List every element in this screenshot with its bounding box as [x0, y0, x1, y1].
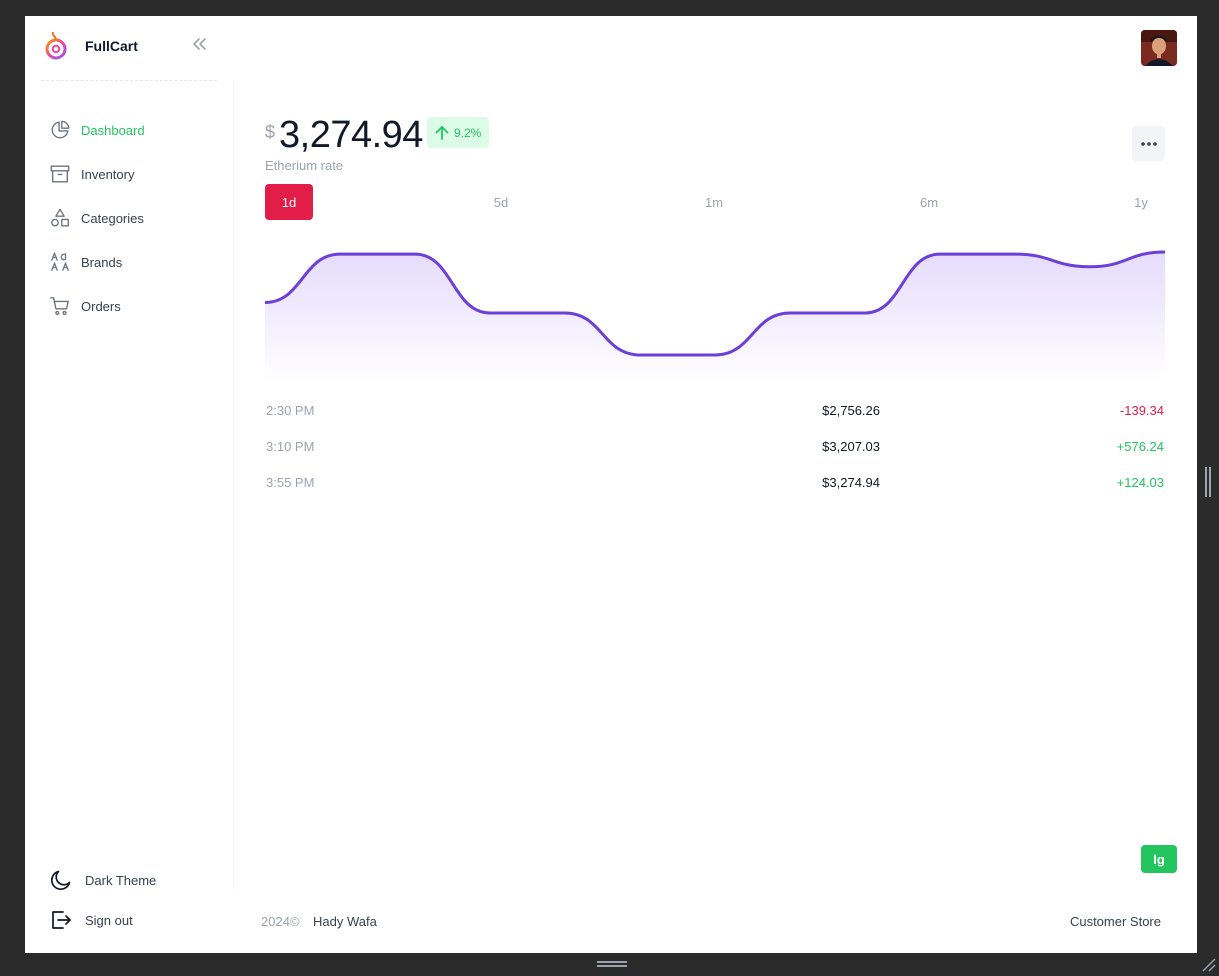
resize-handle-bottom[interactable]	[597, 961, 627, 967]
app-window: FullCart Dashboard	[25, 16, 1197, 953]
sidebar: FullCart Dashboard	[25, 16, 235, 953]
price-summary: $ 3,274.94 9.2%	[265, 114, 490, 156]
dark-theme-label: Dark Theme	[85, 872, 157, 888]
chevron-double-left-icon	[193, 38, 206, 50]
chart-series-line	[265, 250, 1165, 357]
sidebar-item-categories[interactable]: Categories	[49, 196, 219, 240]
table-row: 3:10 PM $3,207.03 +576.24	[265, 428, 1165, 464]
sidebar-nav: Dashboard Inventory Categories	[49, 108, 219, 328]
currency-symbol: $	[265, 122, 276, 142]
sidebar-item-label: Dashboard	[81, 122, 145, 138]
range-1y-button[interactable]: 1y	[1134, 194, 1148, 210]
moon-icon	[49, 868, 73, 892]
change-badge: 9.2%	[426, 117, 490, 148]
transactions-list: 2:30 PM $2,756.26 -139.34 3:10 PM $3,207…	[265, 392, 1165, 500]
price-value: 3,274.94	[279, 114, 423, 156]
footer-author[interactable]: Hady Wafa	[313, 914, 377, 929]
pie-chart-icon	[49, 119, 71, 141]
row-time: 3:55 PM	[266, 475, 315, 490]
row-time: 2:30 PM	[266, 403, 315, 418]
chart-area-fill	[265, 252, 1165, 382]
arrow-up-icon	[435, 125, 449, 140]
sidebar-item-inventory[interactable]: Inventory	[49, 152, 219, 196]
resize-handle-right[interactable]	[1205, 467, 1211, 497]
rate-chart	[265, 250, 1165, 382]
brand-name: FullCart	[85, 38, 138, 54]
sidebar-item-label: Orders	[81, 298, 121, 314]
sign-out-button[interactable]: Sign out	[49, 900, 219, 940]
resize-corner-icon[interactable]	[1200, 956, 1216, 972]
row-delta: -139.34	[1119, 403, 1164, 418]
sidebar-item-label: Inventory	[81, 166, 135, 182]
table-row: 3:55 PM $3,274.94 +124.03	[265, 464, 1165, 500]
sidebar-bottom: Dark Theme Sign out	[49, 860, 219, 940]
row-value: $3,207.03	[822, 439, 880, 454]
sidebar-item-brands[interactable]: Brands	[49, 240, 219, 284]
range-6m-button[interactable]: 6m	[919, 194, 939, 210]
sidebar-item-label: Categories	[81, 210, 144, 226]
brand-divider	[41, 80, 217, 81]
avatar-image	[1141, 30, 1177, 66]
row-delta: +124.03	[1116, 475, 1164, 490]
table-row: 2:30 PM $2,756.26 -139.34	[265, 392, 1165, 428]
collapse-sidebar-button[interactable]	[189, 34, 209, 54]
brand[interactable]: FullCart	[41, 28, 138, 64]
fullcart-logo-icon	[45, 32, 67, 60]
user-avatar[interactable]	[1141, 30, 1177, 66]
range-5d-button[interactable]: 5d	[493, 194, 509, 210]
sign-out-icon	[49, 908, 73, 932]
row-value: $2,756.26	[822, 403, 880, 418]
cart-icon	[49, 295, 71, 317]
sidebar-item-label: Brands	[81, 254, 123, 270]
row-time: 3:10 PM	[266, 439, 315, 454]
sidebar-border	[233, 80, 234, 890]
range-1d-button[interactable]: 1d	[265, 184, 313, 220]
sidebar-item-orders[interactable]: Orders	[49, 284, 219, 328]
price-caption: Etherium rate	[265, 158, 344, 173]
customer-store-link[interactable]: Customer Store	[1069, 914, 1161, 929]
time-range-selector: 1d 5d 1m 6m 1y	[265, 184, 1165, 220]
sidebar-item-dashboard[interactable]: Dashboard	[49, 108, 219, 152]
font-letters-icon	[49, 251, 71, 273]
shapes-icon	[49, 207, 71, 229]
row-delta: +576.24	[1116, 439, 1164, 454]
archive-box-icon	[49, 163, 71, 185]
sign-out-label: Sign out	[85, 912, 133, 928]
row-value: $3,274.94	[822, 475, 880, 490]
ellipsis-icon	[1140, 141, 1157, 146]
more-options-button[interactable]	[1132, 126, 1165, 161]
dark-theme-toggle[interactable]: Dark Theme	[49, 860, 219, 900]
range-1m-button[interactable]: 1m	[704, 194, 724, 210]
footer-year: 2024©	[261, 914, 300, 929]
breakpoint-badge: lg	[1141, 845, 1177, 873]
change-percent: 9.2%	[453, 125, 482, 140]
